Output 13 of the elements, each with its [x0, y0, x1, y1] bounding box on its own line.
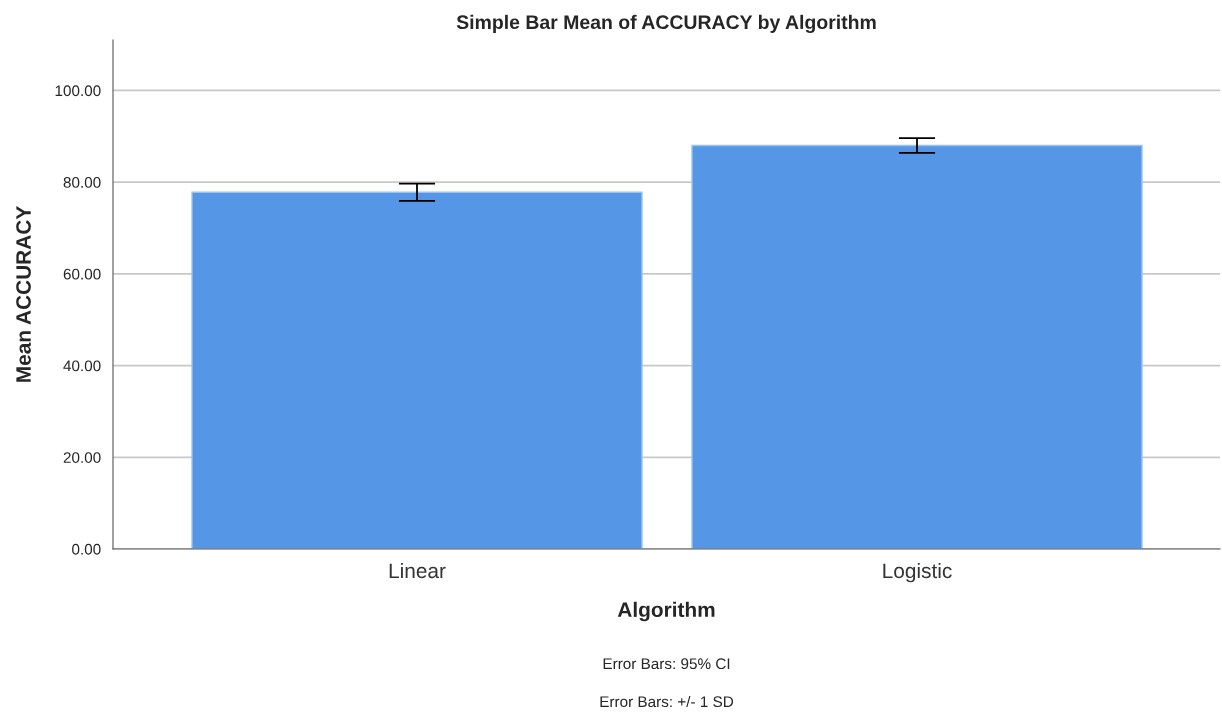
text: Error Bars: 95% CI: [603, 658, 730, 670]
text: Error Bars: +/- 1 SD: [600, 695, 734, 708]
y-tick-label: 80.00: [63, 177, 101, 188]
x-tick-label: Logistic: [883, 562, 952, 583]
x-tick-label: Linear: [389, 562, 446, 579]
y-tick-label: 20.00: [63, 452, 101, 463]
y-axis-title: Mean ACCURACY: [16, 206, 31, 382]
y-tick-label: 0.00: [72, 543, 101, 555]
chart-title: Simple Bar Mean of ACCURACY by Algorithm: [456, 14, 876, 34]
y-tick-label: 100.00: [55, 85, 101, 97]
y-tick-label: 60.00: [63, 268, 101, 280]
x-axis-title: Algorithm: [617, 601, 715, 622]
y-tick-label: 40.00: [63, 360, 101, 372]
